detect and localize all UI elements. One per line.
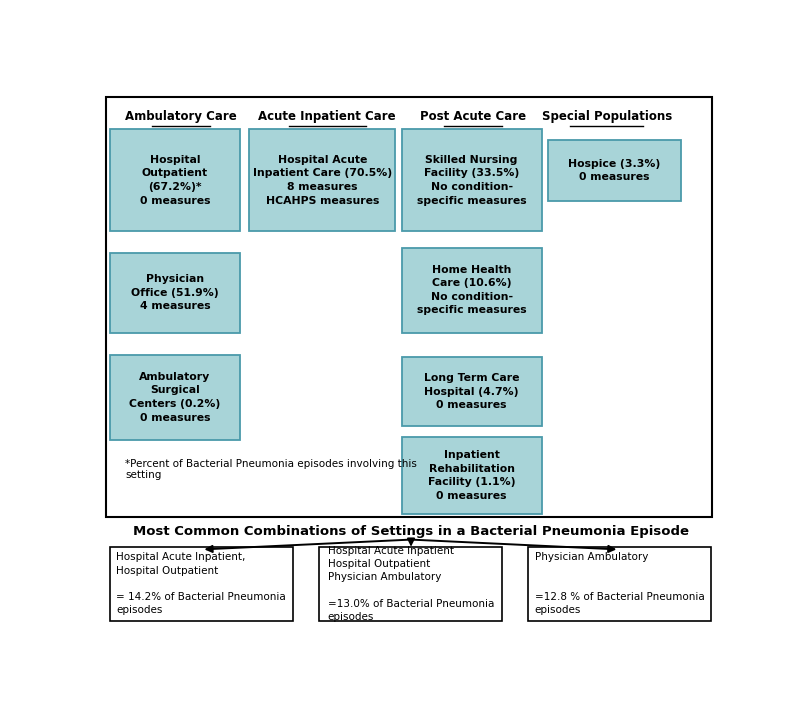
FancyBboxPatch shape (528, 547, 711, 621)
FancyBboxPatch shape (402, 357, 541, 426)
FancyBboxPatch shape (548, 140, 682, 201)
FancyBboxPatch shape (107, 96, 712, 516)
FancyBboxPatch shape (249, 130, 395, 231)
FancyBboxPatch shape (402, 247, 541, 332)
Text: Hospital Acute
Inpatient Care (70.5%)
8 measures
HCAHPS measures: Hospital Acute Inpatient Care (70.5%) 8 … (253, 155, 392, 205)
FancyBboxPatch shape (319, 547, 502, 621)
Text: Hospital Acute Inpatient
Hospital Outpatient
Physician Ambulatory

=13.0% of Bac: Hospital Acute Inpatient Hospital Outpat… (327, 545, 494, 622)
Text: Home Health
Care (10.6%)
No condition-
specific measures: Home Health Care (10.6%) No condition- s… (417, 265, 526, 315)
FancyBboxPatch shape (402, 130, 541, 231)
Text: Ambulatory
Surgical
Centers (0.2%)
0 measures: Ambulatory Surgical Centers (0.2%) 0 mea… (129, 371, 221, 423)
Text: Most Common Combinations of Settings in a Bacterial Pneumonia Episode: Most Common Combinations of Settings in … (133, 525, 689, 538)
Text: Long Term Care
Hospital (4.7%)
0 measures: Long Term Care Hospital (4.7%) 0 measure… (424, 373, 520, 410)
Text: Post Acute Care: Post Acute Care (420, 111, 526, 123)
FancyBboxPatch shape (110, 354, 240, 440)
Text: Acute Inpatient Care: Acute Inpatient Care (258, 111, 396, 123)
Text: Skilled Nursing
Facility (33.5%)
No condition-
specific measures: Skilled Nursing Facility (33.5%) No cond… (417, 155, 526, 205)
Text: Hospital Acute Inpatient,
Hospital Outpatient

= 14.2% of Bacterial Pneumonia
ep: Hospital Acute Inpatient, Hospital Outpa… (116, 553, 286, 615)
Text: *Percent of Bacterial Pneumonia episodes involving this
setting: *Percent of Bacterial Pneumonia episodes… (125, 459, 417, 481)
Text: Special Populations: Special Populations (541, 111, 672, 123)
FancyBboxPatch shape (402, 437, 541, 514)
Text: Inpatient
Rehabilitation
Facility (1.1%)
0 measures: Inpatient Rehabilitation Facility (1.1%)… (428, 450, 516, 501)
Text: Physician
Office (51.9%)
4 measures: Physician Office (51.9%) 4 measures (131, 275, 219, 312)
Text: Physician Ambulatory


=12.8 % of Bacterial Pneumonia
episodes: Physician Ambulatory =12.8 % of Bacteria… (535, 553, 704, 615)
Text: Hospital
Outpatient
(67.2%)*
0 measures: Hospital Outpatient (67.2%)* 0 measures (140, 155, 210, 205)
Text: Hospice (3.3%)
0 measures: Hospice (3.3%) 0 measures (569, 159, 661, 183)
FancyBboxPatch shape (110, 253, 240, 332)
FancyBboxPatch shape (110, 130, 240, 231)
FancyBboxPatch shape (110, 547, 293, 621)
Text: Ambulatory Care: Ambulatory Care (125, 111, 237, 123)
